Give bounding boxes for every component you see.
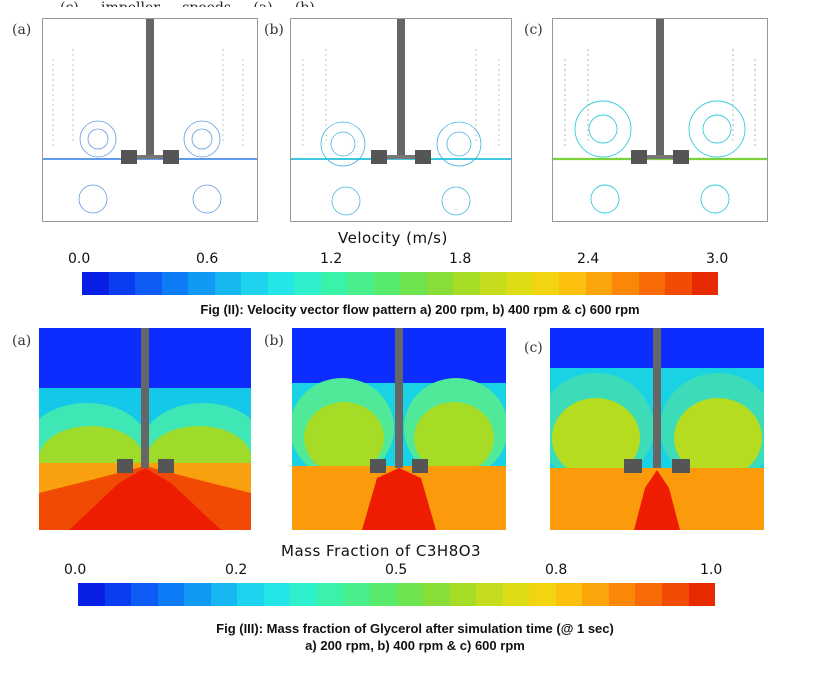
mass-tick: 0.0 xyxy=(64,562,87,578)
mass-colorbar-segment xyxy=(529,583,556,606)
mass-tick: 0.5 xyxy=(385,562,408,578)
velocity-colorbar-segment xyxy=(506,272,533,295)
fig3-caption-line1: Fig (III): Mass fraction of Glycerol aft… xyxy=(216,621,614,636)
mass-colorbar-segment xyxy=(343,583,371,606)
fig3-caption-line2: a) 200 rpm, b) 400 rpm & c) 600 rpm xyxy=(305,638,525,653)
mass-fraction-panel-b xyxy=(292,328,506,530)
mass-colorbar-segment xyxy=(263,583,291,606)
top-cut-text: (c) ... impeller ... speeds ... (a) ... … xyxy=(60,0,760,7)
mass-colorbar-segment xyxy=(502,583,530,606)
mass-colorbar-segment xyxy=(210,583,238,606)
velocity-tick: 1.8 xyxy=(449,251,472,267)
velocity-tick: 3.0 xyxy=(706,251,729,267)
velocity-panel-c xyxy=(552,18,768,222)
velocity-colorbar-segment xyxy=(638,272,665,295)
mass-panel-label-b: (b) xyxy=(264,333,284,349)
velocity-colorbar-segment xyxy=(108,272,135,295)
velocity-tick: 0.0 xyxy=(68,251,91,267)
mass-colorbar-segment xyxy=(476,583,503,606)
velocity-panel-a xyxy=(42,18,258,222)
velocity-colorbar-segment xyxy=(479,272,506,295)
mass-panel-label-c: (c) xyxy=(524,340,543,356)
mass-colorbar-segment xyxy=(662,583,689,606)
velocity-colorbar xyxy=(82,272,718,295)
mass-fraction-panel-c xyxy=(550,328,764,530)
mass-colorbar-segment xyxy=(688,583,716,606)
mass-colorbar-segment xyxy=(104,583,132,606)
mass-colorbar-segment xyxy=(582,583,609,606)
velocity-colorbar-segment xyxy=(691,272,718,295)
mass-colorbar-segment xyxy=(423,583,450,606)
velocity-colorbar-segment xyxy=(532,272,559,295)
mass-colorbar-segment xyxy=(237,583,264,606)
velocity-colorbar-segment xyxy=(453,272,480,295)
mass-colorbar-segment xyxy=(316,583,344,606)
fig2-caption: Fig (II): Velocity vector flow pattern a… xyxy=(200,302,640,317)
mass-colorbar-segment xyxy=(184,583,211,606)
velocity-colorbar-segment xyxy=(82,272,109,295)
velocity-colorbar-segment xyxy=(373,272,400,295)
velocity-colorbar-segment xyxy=(559,272,586,295)
velocity-colorbar-segment xyxy=(585,272,612,295)
mass-tick: 0.8 xyxy=(545,562,568,578)
velocity-tick: 2.4 xyxy=(577,251,600,267)
mass-tick: 1.0 xyxy=(700,562,723,578)
vel-panel-label-c: (c) xyxy=(524,22,543,38)
velocity-colorbar-segment xyxy=(188,272,215,295)
velocity-colorbar-segment xyxy=(161,272,188,295)
velocity-colorbar-segment xyxy=(665,272,692,295)
velocity-colorbar-segment xyxy=(135,272,162,295)
mass-colorbar-title: Mass Fraction of C3H8O3 xyxy=(281,542,482,560)
velocity-colorbar-segment xyxy=(214,272,241,295)
velocity-colorbar-segment xyxy=(612,272,639,295)
vel-panel-label-a: (a) xyxy=(12,22,32,38)
mass-tick: 0.2 xyxy=(225,562,248,578)
mass-colorbar-segment xyxy=(290,583,317,606)
mass-colorbar-segment xyxy=(157,583,185,606)
mass-colorbar-segment xyxy=(396,583,424,606)
mass-colorbar-segment xyxy=(449,583,477,606)
mass-fraction-panel-a xyxy=(39,328,251,530)
vel-panel-label-b: (b) xyxy=(264,22,284,38)
mass-colorbar-segment xyxy=(78,583,105,606)
velocity-panel-b xyxy=(290,18,512,222)
mass-colorbar-segment xyxy=(555,583,583,606)
velocity-colorbar-title: Velocity (m/s) xyxy=(338,229,448,247)
velocity-colorbar-segment xyxy=(320,272,347,295)
velocity-tick: 1.2 xyxy=(320,251,343,267)
mass-colorbar-segment xyxy=(635,583,663,606)
mass-colorbar-segment xyxy=(370,583,397,606)
velocity-colorbar-segment xyxy=(426,272,453,295)
mass-colorbar-segment xyxy=(131,583,158,606)
velocity-colorbar-segment xyxy=(294,272,321,295)
velocity-colorbar-segment xyxy=(347,272,374,295)
velocity-colorbar-segment xyxy=(400,272,427,295)
mass-panel-label-a: (a) xyxy=(12,333,32,349)
mass-colorbar-segment xyxy=(608,583,636,606)
mass-colorbar xyxy=(78,583,716,606)
velocity-tick: 0.6 xyxy=(196,251,219,267)
velocity-colorbar-segment xyxy=(267,272,294,295)
velocity-colorbar-segment xyxy=(241,272,268,295)
